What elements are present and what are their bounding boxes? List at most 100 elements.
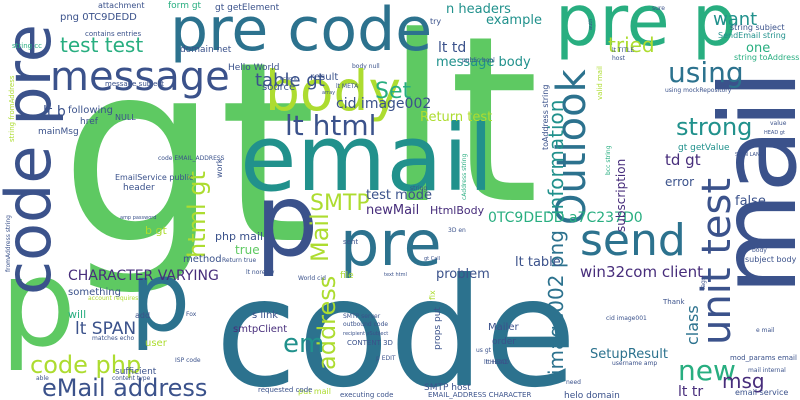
word-class: class xyxy=(683,305,702,345)
word-smtp-server: SMTP server xyxy=(343,313,381,320)
word-contains-entries: contains entries xyxy=(85,30,141,38)
word-following: following xyxy=(68,105,113,116)
word-mail-internal: mail internal xyxy=(748,367,786,374)
word-props-put: props put xyxy=(433,307,443,350)
word-subscription: subscription xyxy=(614,159,628,232)
word-matches-echo: matches echo xyxy=(92,335,134,342)
word-3d-en: 3D en xyxy=(448,227,466,234)
word-echo-lt: echo lt xyxy=(280,76,297,82)
word-lt-tr: lt tr xyxy=(678,384,703,400)
word-username-amp: username amp xyxy=(612,360,657,367)
word-world-cid: World cid xyxy=(298,275,326,282)
word-isp-code: ISP code xyxy=(175,357,201,364)
word-host: host xyxy=(612,55,626,62)
word-href: href xyxy=(80,117,99,127)
word-email-address-character: EMAIL_ADDRESS CHARACTER xyxy=(428,391,531,399)
word-using: using xyxy=(668,56,744,89)
word-e-mail: e mail xyxy=(756,327,775,334)
word-content-type: content type xyxy=(112,375,151,382)
word-lt-html: lt html xyxy=(285,109,376,142)
word-form-gt: form gt xyxy=(168,1,202,11)
word-file: file xyxy=(340,271,354,281)
word-gt-getelement: gt getElement xyxy=(215,3,280,13)
word-string: string xyxy=(410,185,427,192)
word-problem: problem xyxy=(436,267,490,282)
word-caddress-string: cAddress string xyxy=(461,153,468,200)
word-array: array xyxy=(322,90,335,96)
word-png-0tc9dedd: png 0TC9DEDD xyxy=(60,12,137,23)
word-span-lang: SPAN LANG xyxy=(735,152,764,158)
word-lt-title: lt TITLE xyxy=(612,47,634,54)
word-gt-call: gt Call xyxy=(424,256,440,262)
word-thank: Thank xyxy=(662,298,685,306)
word-account-requires: account requires xyxy=(88,295,138,302)
word-recipient-vsubject: recipient vSubject xyxy=(343,331,388,337)
word-user: user xyxy=(145,338,168,349)
word-hello-world: Hello World xyxy=(228,63,279,73)
word-lt-meta: lt META xyxy=(336,83,359,90)
word-sure: sure xyxy=(652,5,665,12)
word-body-null: body null xyxy=(352,63,380,70)
word-php-mail: php mail xyxy=(215,230,263,243)
word-fromaddress-string: fromAddress string xyxy=(5,215,12,272)
word-mailer: Mailer xyxy=(488,322,519,333)
word-return-true: Return true xyxy=(222,257,256,264)
word-need: need xyxy=(566,379,581,386)
word-header: header xyxy=(123,183,155,193)
word-executing-code: executing code xyxy=(340,391,393,399)
word-fox: Fox xyxy=(186,311,197,318)
word-tags: tags xyxy=(700,277,707,290)
word-mail-small: Mail xyxy=(306,213,334,262)
word-source: source xyxy=(262,82,295,93)
word-us-gt: us gt xyxy=(476,347,492,354)
word-value: value xyxy=(770,120,787,127)
word-htmlbody: HtmlBody xyxy=(430,204,485,217)
word-toaddress-string: toAddress string xyxy=(541,85,550,150)
word-strong: strong xyxy=(676,113,752,141)
word-message: message xyxy=(50,54,230,100)
word-cid-image002: cid image002 xyxy=(336,96,431,112)
word-valid-mail: valid mail xyxy=(596,66,604,100)
word-p-edit: p EDIT xyxy=(376,355,396,362)
word-gt-getvalue: gt getValue xyxy=(678,143,730,153)
word-mod-params-email: mod_params email xyxy=(730,354,797,362)
word-order: order xyxy=(492,337,516,347)
word-domain-net: domain net xyxy=(180,45,232,55)
word-helo-domain: helo domain xyxy=(564,391,620,400)
word-outbound-code: outbound code xyxy=(343,321,388,328)
word-mainmsg: mainMsg xyxy=(38,127,79,137)
word-lt-head-2: lt HEAD xyxy=(484,359,507,366)
word-example: example xyxy=(486,13,542,28)
word-attachment: attachment xyxy=(98,1,144,10)
word-b-gt: b gt xyxy=(145,224,167,237)
word-lt-b: lt b xyxy=(43,104,66,120)
word-lt-noreply: lt noreply xyxy=(246,269,275,276)
word-body-small: body xyxy=(752,247,767,254)
word-s-link: s link xyxy=(252,310,278,321)
word-td-gt: td gt xyxy=(665,151,701,169)
word-try: try xyxy=(430,17,441,26)
word-requested-code: requested code xyxy=(258,386,312,394)
word-fix: fix xyxy=(428,290,437,300)
word-string-toaddress: string toAddress xyxy=(734,53,799,62)
word-email-service: email service xyxy=(735,388,788,397)
word-em: em xyxy=(283,329,324,359)
word-text-html: text html xyxy=(384,272,407,278)
word-using-mockrepository: using mockRepository xyxy=(665,87,732,94)
word-smtp: SMTP xyxy=(310,191,370,216)
word-cid-image001: cid image001 xyxy=(606,315,647,322)
word-content-3d: CONTENT 3D xyxy=(347,339,393,347)
word-bcc-string: bcc string xyxy=(605,145,612,175)
word-auth: auth xyxy=(588,19,594,30)
word-lt-table: lt table xyxy=(515,255,561,270)
word-html-gt: html gt xyxy=(183,171,211,258)
word-null: NULL xyxy=(115,113,136,122)
word-result: result xyxy=(310,72,338,83)
word-message-subject: message subject xyxy=(105,80,164,88)
word-p-3: p xyxy=(130,243,190,353)
word-head-gt: HEAD gt xyxy=(764,130,785,136)
word-lt-td: lt td xyxy=(438,40,466,56)
word-image002-png: image002 png xyxy=(544,230,568,375)
word-string-cc: string cc xyxy=(12,42,42,50)
